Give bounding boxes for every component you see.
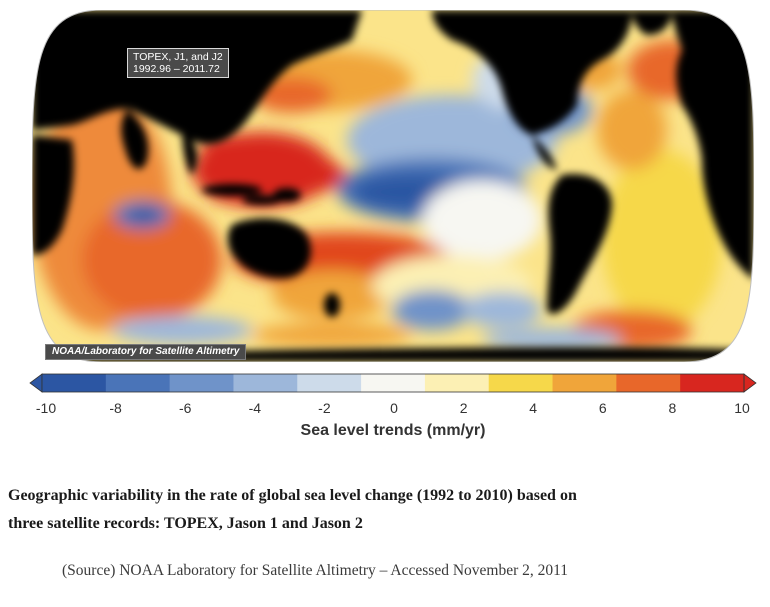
colorbar-tick-label: -2: [318, 400, 331, 416]
colorbar-segment: [233, 374, 298, 392]
world-map-projection: [32, 10, 754, 362]
colorbar-tick-label: -6: [178, 400, 192, 416]
colorbar-title: Sea level trends (mm/yr): [300, 422, 486, 439]
colorbar: -10 -8 -6 -4 -2 0 2 4 6 8 10 Sea level trends (mm/…: [28, 370, 758, 445]
colorbar-tick-label: 0: [390, 400, 398, 416]
colorbar-tick-label: 2: [459, 400, 468, 416]
colorbar-tick-label: 4: [529, 400, 538, 416]
colorbar-arrow-high: [743, 373, 757, 393]
colorbar-tick-label: -10: [35, 400, 57, 416]
colorbar-segment: [488, 374, 554, 392]
colorbar-segment: [552, 374, 617, 392]
colorbar-tick-label: 6: [598, 400, 607, 416]
colorbar-segment: [297, 374, 362, 392]
figure-source: (Source) NOAA Laboratory for Satellite A…: [62, 562, 569, 579]
colorbar-segment: [424, 374, 490, 392]
colorbar-tick-label: 8: [668, 400, 677, 416]
colorbar-tick-label: 10: [734, 400, 750, 416]
caption-line-1: Geographic variability in the rate of gl…: [8, 487, 577, 504]
colorbar-segment: [680, 374, 745, 392]
satellite-label-missions: TOPEX, J1, and J2: [133, 51, 223, 63]
satellite-label: TOPEX, J1, and J2 1992.96 – 2011.72: [127, 48, 229, 78]
colorbar-arrow-low: [29, 373, 43, 393]
colorbar-segment: [105, 374, 171, 392]
colorbar-segment: [616, 374, 681, 392]
satellite-label-period: 1992.96 – 2011.72: [133, 63, 220, 75]
colorbar-segment: [169, 374, 234, 392]
colorbar-tick-label: -4: [248, 400, 262, 416]
figure-caption: Geographic variability in the rate of gl…: [8, 482, 758, 538]
colorbar-outline: [41, 373, 745, 393]
credit-label: NOAA/Laboratory for Satellite Altimetry: [45, 344, 247, 360]
sea-level-trend-map: TOPEX, J1, and J2 1992.96 – 2011.72 NOAA…: [32, 10, 754, 362]
colorbar-scale: [29, 373, 757, 393]
colorbar-segment: [42, 374, 107, 392]
caption-line-2: three satellite records: TOPEX, Jason 1 …: [8, 515, 363, 532]
colorbar-tick-label: -8: [109, 400, 122, 416]
colorbar-segment: [361, 374, 426, 392]
